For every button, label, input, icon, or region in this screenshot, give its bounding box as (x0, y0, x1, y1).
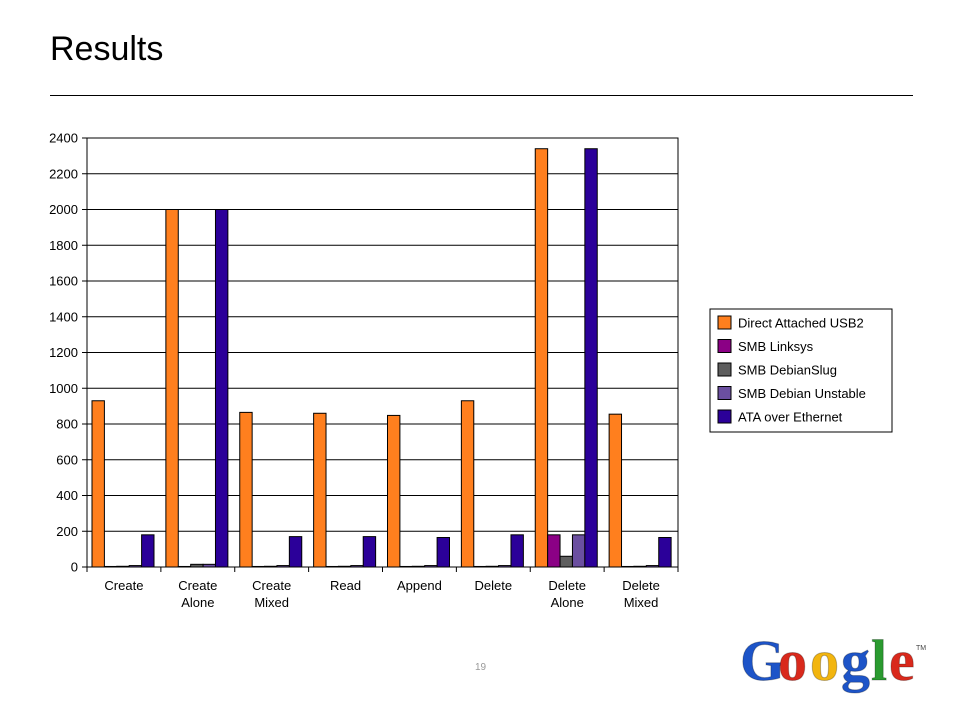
y-tick-label: 800 (56, 417, 78, 432)
legend-label: ATA over Ethernet (738, 410, 843, 425)
x-tick-label: Create (252, 578, 291, 593)
x-tick-label: Delete (475, 578, 513, 593)
legend-label: SMB Linksys (738, 339, 814, 354)
legend-swatch (717, 386, 732, 400)
title-divider (50, 95, 913, 96)
x-tick-label: Alone (181, 595, 214, 610)
bar (103, 565, 118, 568)
legend-swatch (717, 339, 732, 353)
bar (645, 565, 660, 568)
bar (128, 565, 143, 568)
bar (177, 565, 192, 568)
bar (436, 537, 451, 568)
bar (510, 534, 524, 568)
y-tick-label: 2000 (49, 202, 78, 217)
bar (141, 534, 155, 568)
y-tick-label: 2200 (49, 166, 78, 181)
logo-letter: g (841, 628, 870, 693)
bar (116, 565, 130, 568)
bar (608, 413, 623, 568)
y-tick-label: 1800 (49, 238, 78, 253)
y-tick-label: 1000 (49, 381, 78, 396)
y-tick-label: 1200 (49, 345, 78, 360)
logo-letter: G (740, 628, 785, 693)
bar (239, 411, 253, 568)
bar (621, 565, 635, 568)
y-tick-label: 600 (56, 452, 78, 467)
logo-letter: l (871, 628, 887, 693)
bar (387, 414, 401, 568)
bar (547, 534, 561, 568)
bar (460, 400, 475, 568)
bar (251, 565, 266, 568)
bar (288, 536, 303, 568)
bar (584, 148, 598, 568)
bar (362, 536, 377, 568)
x-tick-label: Create (178, 578, 217, 593)
legend-swatch (717, 409, 732, 424)
bar (498, 565, 512, 568)
x-tick-label: Read (330, 578, 361, 593)
bar (424, 565, 438, 568)
logo-letter: e (889, 628, 915, 693)
y-tick-label: 200 (56, 524, 78, 539)
bar (350, 565, 364, 568)
x-tick-label: Delete (622, 578, 660, 593)
page-number: 19 (475, 662, 487, 673)
y-tick-label: 0 (71, 560, 78, 575)
bar (633, 565, 647, 568)
bar (534, 148, 549, 568)
bar (658, 537, 672, 568)
y-tick-label: 1600 (49, 274, 78, 289)
bar (485, 565, 500, 568)
y-tick-label: 1400 (49, 309, 78, 324)
bar (202, 563, 216, 568)
legend-label: SMB DebianSlug (738, 363, 837, 378)
bar (399, 565, 413, 568)
bar (473, 565, 487, 568)
bar (411, 565, 426, 568)
logo-letter: o (810, 628, 839, 693)
bar (190, 563, 204, 568)
logo-letter: o (778, 628, 807, 693)
legend-label: SMB Debian Unstable (738, 386, 866, 401)
y-tick-label: 400 (56, 488, 78, 503)
y-tick-label: 2400 (49, 131, 78, 146)
legend-swatch (717, 362, 732, 377)
legend-label: Direct Attached USB2 (738, 316, 864, 331)
legend-swatch (717, 315, 732, 330)
x-tick-label: Delete (548, 578, 586, 593)
logo-trademark: TM (916, 645, 926, 652)
bar (276, 565, 290, 568)
x-tick-label: Mixed (624, 595, 659, 610)
bar (264, 565, 278, 568)
x-tick-label: Create (104, 578, 143, 593)
bar (91, 400, 105, 568)
bar (214, 209, 229, 568)
slide-title: Results (50, 30, 164, 68)
x-tick-label: Alone (551, 595, 584, 610)
x-tick-label: Mixed (254, 595, 289, 610)
bar (325, 565, 339, 568)
google-logo: Go o g l e TM (740, 628, 927, 694)
bar (559, 555, 573, 568)
legend-box (709, 308, 893, 433)
bar (337, 565, 352, 568)
bar (571, 534, 586, 568)
x-tick-label: Append (397, 578, 442, 593)
bar (165, 209, 179, 568)
bar (313, 412, 327, 568)
